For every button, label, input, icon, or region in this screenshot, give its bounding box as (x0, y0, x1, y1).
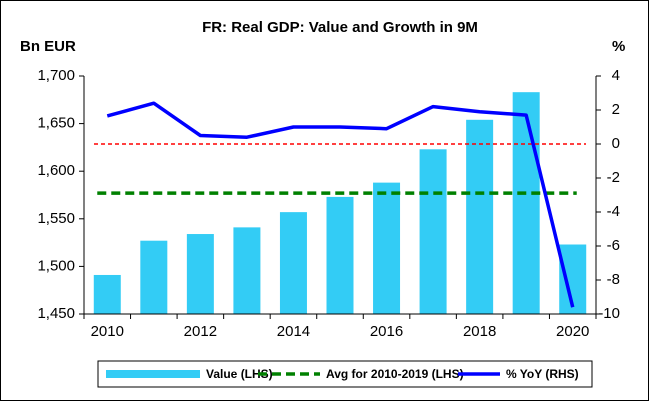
y2-axis-label: % (612, 38, 625, 55)
bar (419, 149, 447, 314)
legend-label: Avg for 2010-2019 (LHS) (326, 367, 464, 381)
y-axis-label: Bn EUR (20, 38, 76, 55)
bar (279, 212, 307, 314)
bar (512, 92, 540, 315)
y-tick-label: 1,450 (37, 305, 75, 322)
y-tick-label: 1,500 (37, 257, 75, 274)
x-tick-label: 2018 (463, 323, 496, 340)
y-tick-label: 1,700 (37, 67, 75, 84)
y-tick-label: 1,650 (37, 115, 75, 132)
y2-tick-label: -2 (607, 169, 620, 186)
x-tick-label: 2012 (184, 323, 217, 340)
line (106, 101, 575, 308)
y2-tick-label: -6 (607, 237, 620, 254)
y2-tick-label: -4 (607, 203, 620, 220)
bar (186, 234, 214, 314)
bar (326, 196, 354, 314)
bar (93, 274, 121, 314)
legend-swatch (106, 370, 200, 378)
bar (466, 119, 494, 315)
legend-label: % YoY (RHS) (506, 367, 579, 381)
y-tick-label: 1,600 (37, 162, 75, 179)
x-tick-label: 2020 (556, 323, 589, 340)
x-tick-label: 2010 (91, 323, 124, 340)
legend-label: Value (LHS) (206, 367, 273, 381)
y2-tick-label: -8 (607, 271, 620, 288)
legend-box (97, 360, 593, 388)
bar (140, 240, 168, 314)
x-tick-label: 2016 (370, 323, 403, 340)
y2-tick-label: 2 (612, 101, 620, 118)
bar (233, 227, 261, 314)
y-tick-label: 1,550 (37, 210, 75, 227)
x-tick-label: 2014 (277, 323, 310, 340)
y2-tick-label: 0 (612, 135, 620, 152)
y2-tick-label: -10 (598, 305, 620, 322)
bar (373, 182, 401, 314)
chart-title: FR: Real GDP: Value and Growth in 9M (202, 19, 478, 36)
y2-tick-label: 4 (612, 67, 620, 84)
